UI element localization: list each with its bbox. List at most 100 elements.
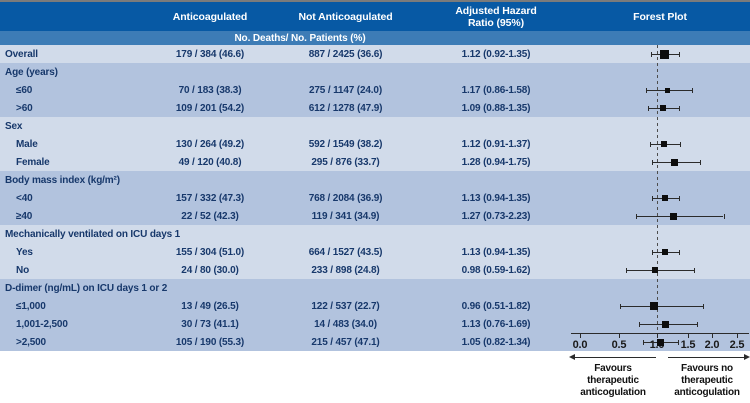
anticoagulated-value: 105 / 190 (55.3) xyxy=(175,336,245,348)
ci-cap xyxy=(678,339,680,345)
hazard-ratio-value: 1.12 (0.91-1.37) xyxy=(461,138,531,150)
hr-marker xyxy=(670,212,678,220)
favours-right-line: anticogulation xyxy=(674,387,740,398)
anticoagulated-value: 155 / 304 (51.0) xyxy=(175,246,245,258)
ci-cap xyxy=(652,159,654,165)
axis-tick-label: 2.0 xyxy=(704,339,720,351)
hazard-ratio-value: 1.17 (0.86-1.58) xyxy=(461,84,531,96)
axis-tick xyxy=(580,333,581,338)
ci-cap xyxy=(647,105,649,111)
ci-cap xyxy=(700,159,701,165)
category-row: Age (years) xyxy=(0,63,750,81)
ci-cap xyxy=(697,321,699,327)
row-label: D-dimer (ng/mL) on ICU days 1 or 2 xyxy=(5,282,168,294)
favours-left-line: anticogulation xyxy=(580,387,646,398)
axis-tick-label: 0.5 xyxy=(611,339,627,351)
table-row: No 24 / 80 (30.0) 233 / 898 (24.8) 0.98 (0.… xyxy=(0,261,750,279)
favours-left-label: Favours therapeutic anticogulation xyxy=(553,363,673,399)
row-label: Body mass index (kg/m²) xyxy=(5,174,120,186)
ci-cap xyxy=(650,51,652,57)
ci-cap xyxy=(678,249,680,255)
axis-line xyxy=(571,333,749,334)
not-anticoagulated-value: 233 / 898 (24.8) xyxy=(311,264,380,276)
not-anticoagulated-value: 612 / 1278 (47.9) xyxy=(308,102,383,114)
hr-marker xyxy=(662,249,669,255)
hazard-ratio-value: 1.09 (0.88-1.35) xyxy=(461,102,531,114)
ci-cap xyxy=(652,249,654,255)
table-row: Male 130 / 264 (49.2) 592 / 1549 (38.2) 1.1… xyxy=(0,135,750,153)
ci-cap xyxy=(625,267,627,273)
ci-line xyxy=(619,305,704,307)
ci-cap xyxy=(678,105,680,111)
forest-cell xyxy=(570,207,750,225)
hr-marker xyxy=(649,302,658,310)
row-label: ≤60 xyxy=(16,84,33,96)
hr-marker xyxy=(661,320,669,328)
hazard-ratio-value: 1.12 (0.92-1.35) xyxy=(461,48,531,60)
table-row: >60 109 / 201 (54.2) 612 / 1278 (47.9) 1.09… xyxy=(0,99,750,117)
ci-line xyxy=(636,215,724,217)
not-anticoagulated-value: 14 / 483 (34.0) xyxy=(314,318,377,330)
table-row: <40 157 / 332 (47.3) 768 / 2084 (36.9) 1.13… xyxy=(0,189,750,207)
forest-cell xyxy=(570,297,750,315)
row-label: Mechanically ventilated on ICU days 1 xyxy=(5,228,181,240)
row-label: 1,001-2,500 xyxy=(16,318,68,330)
table-row: ≤60 70 / 183 (38.3) 275 / 1147 (24.0) 1.17 … xyxy=(0,81,750,99)
favours-right-arrowhead xyxy=(744,354,750,360)
table-row: ≥40 22 / 52 (42.3) 119 / 341 (34.9) 1.27 (0… xyxy=(0,207,750,225)
favours-right-line: Favours no xyxy=(681,363,733,374)
subheader-label: No. Deaths/ No. Patients (%) xyxy=(234,32,366,44)
ci-cap xyxy=(646,87,648,93)
favours-left-arrow xyxy=(574,357,656,358)
ci-cap xyxy=(652,195,654,201)
row-label: Female xyxy=(16,156,50,168)
row-label: Overall xyxy=(5,48,38,60)
anticoagulated-value: 49 / 120 (40.8) xyxy=(178,156,242,168)
ci-cap xyxy=(619,303,621,309)
row-label: No xyxy=(16,264,30,276)
not-anticoagulated-value: 119 / 341 (34.9) xyxy=(311,210,380,222)
column-header-anticoagulated: Anticoagulated xyxy=(172,10,248,23)
not-anticoagulated-value: 592 / 1549 (38.2) xyxy=(308,138,383,150)
axis-tick xyxy=(737,333,738,338)
hazard-header-line1: Adjusted Hazard xyxy=(455,5,537,17)
category-row: D-dimer (ng/mL) on ICU days 1 or 2 xyxy=(0,279,750,297)
favours-right-label: Favours no therapeutic anticogulation xyxy=(647,363,750,399)
hazard-ratio-value: 1.27 (0.73-2.23) xyxy=(461,210,531,222)
anticoagulated-value: 179 / 384 (46.6) xyxy=(175,48,245,60)
table-row: 1,001-2,500 30 / 73 (41.1) 14 / 483 (34.0)… xyxy=(0,315,750,333)
hazard-header-line2: Ratio (95%) xyxy=(467,16,525,29)
row-label: Male xyxy=(16,138,38,150)
subheader-band: No. Deaths/ No. Patients (%) xyxy=(0,31,750,45)
row-label: >2,500 xyxy=(16,336,46,348)
ci-cap xyxy=(638,321,640,327)
forest-cell xyxy=(570,261,750,279)
axis-tick xyxy=(688,333,689,338)
table-row: ≤1,000 13 / 49 (26.5) 122 / 537 (22.7) 0.96… xyxy=(0,297,750,315)
anticoagulated-value: 22 / 52 (42.3) xyxy=(181,210,239,222)
not-anticoagulated-value: 215 / 457 (47.1) xyxy=(311,336,380,348)
row-label: ≤1,000 xyxy=(16,300,46,312)
hr-marker xyxy=(659,49,669,59)
favours-left-line: therapeutic xyxy=(587,375,639,386)
hazard-ratio-value: 0.98 (0.59-1.62) xyxy=(461,264,531,276)
axis-tick-label: 1.5 xyxy=(680,339,696,351)
row-label: Age (years) xyxy=(5,66,58,78)
column-header-forest-plot: Forest Plot xyxy=(633,10,687,23)
row-label: Sex xyxy=(5,120,23,132)
ci-cap xyxy=(679,141,681,147)
anticoagulated-value: 130 / 264 (49.2) xyxy=(175,138,245,150)
table-header: Anticoagulated Not Anticoagulated Adjust… xyxy=(0,0,750,31)
ci-cap xyxy=(693,267,695,273)
axis-tick xyxy=(619,333,620,338)
not-anticoagulated-value: 768 / 2084 (36.9) xyxy=(308,192,383,204)
anticoagulated-value: 109 / 201 (54.2) xyxy=(175,102,245,114)
hazard-ratio-value: 1.13 (0.94-1.35) xyxy=(461,246,531,258)
reference-line xyxy=(657,45,658,333)
table-row: Overall 179 / 384 (46.6) 887 / 2425 (36.6)… xyxy=(0,45,750,63)
category-row: Mechanically ventilated on ICU days 1 xyxy=(0,225,750,243)
ci-cap xyxy=(650,141,652,147)
hazard-ratio-value: 1.05 (0.82-1.34) xyxy=(461,336,531,348)
ci-cap xyxy=(703,303,705,309)
